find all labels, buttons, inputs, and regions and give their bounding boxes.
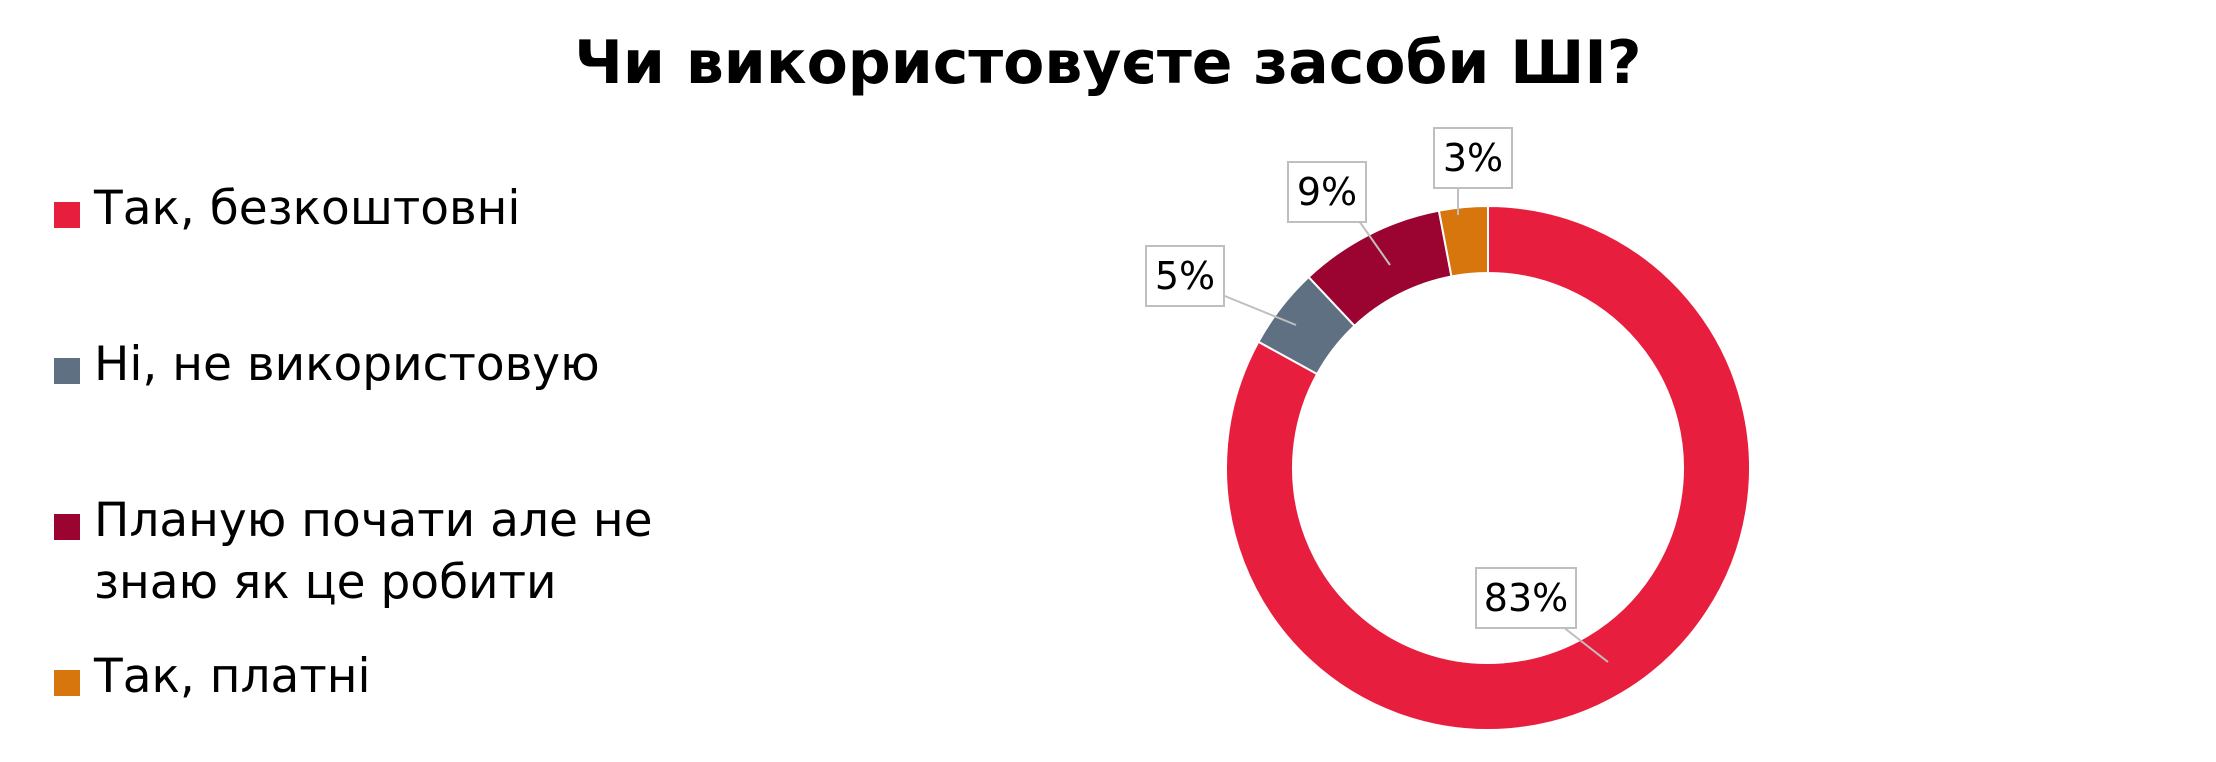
legend-swatch-not-using bbox=[54, 358, 80, 384]
data-label-not-using: 5% bbox=[1155, 254, 1215, 298]
data-label-planning-box bbox=[1287, 161, 1367, 223]
legend-item-free: Так, безкоштовні bbox=[54, 178, 714, 240]
slice-paid bbox=[1437, 204, 1489, 278]
legend-swatch-free bbox=[54, 202, 80, 228]
data-label-paid: 3% bbox=[1443, 136, 1503, 180]
legend-swatch-paid bbox=[54, 670, 80, 696]
legend-swatch-planning bbox=[54, 514, 80, 540]
data-label-not-using-box bbox=[1145, 245, 1225, 307]
legend-label-planning: Планую почати але не знаю як це робити bbox=[94, 493, 653, 610]
data-label-planning: 9% bbox=[1297, 170, 1357, 214]
legend-item-paid: Так, платні bbox=[54, 646, 714, 708]
legend-label-free: Так, безкоштовні bbox=[94, 181, 521, 236]
data-label-paid-box bbox=[1433, 127, 1513, 189]
slice-free bbox=[1225, 204, 1751, 731]
data-label-free-box bbox=[1475, 567, 1577, 629]
legend-label-paid: Так, платні bbox=[94, 649, 371, 704]
data-label-free: 83% bbox=[1484, 576, 1568, 620]
legend-label-not-using: Ні, не використовую bbox=[94, 337, 600, 392]
legend-item-planning: Планую почати але не знаю як це робити bbox=[54, 490, 714, 614]
legend-item-not-using: Ні, не використовую bbox=[54, 334, 714, 396]
chart-title: Чи використовуєте засоби ШІ? bbox=[574, 28, 1642, 98]
data-label-free-leader bbox=[1557, 622, 1609, 663]
